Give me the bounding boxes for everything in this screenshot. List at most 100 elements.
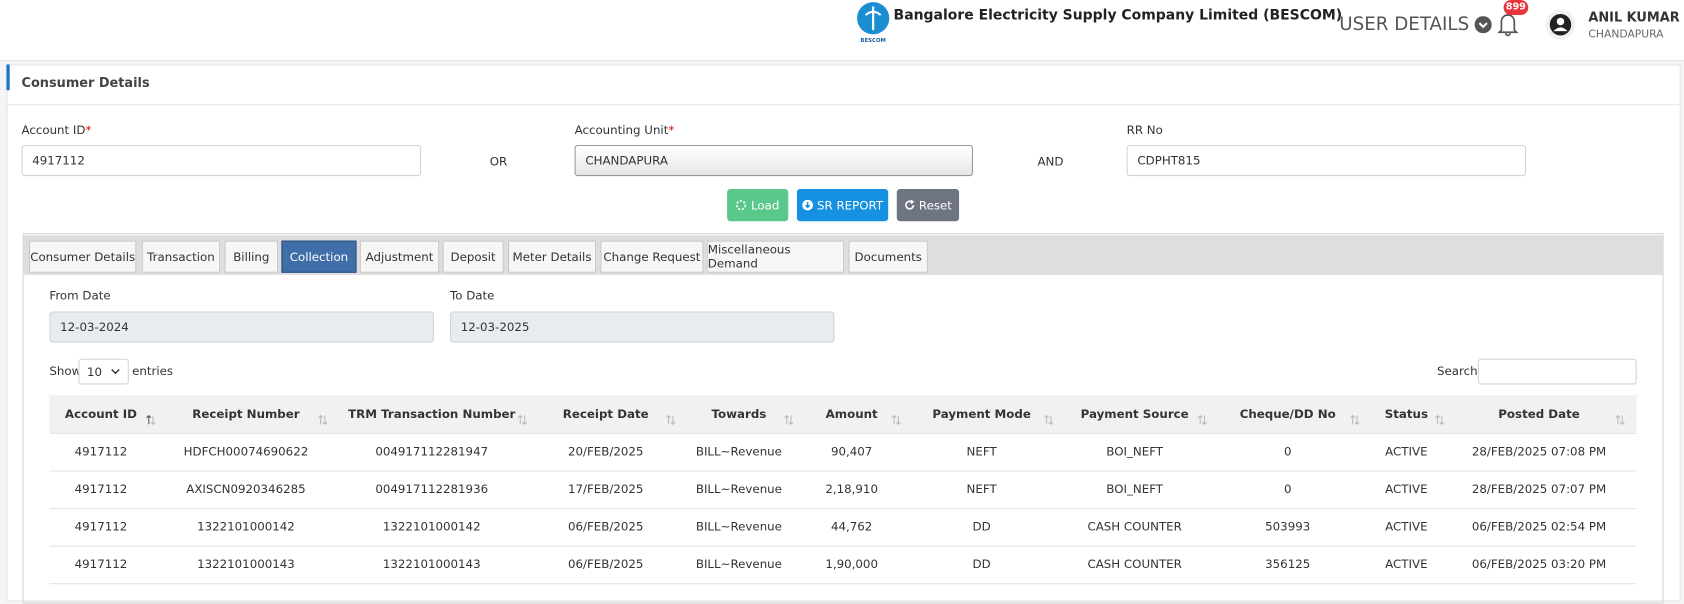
sort-icon[interactable] xyxy=(891,409,901,429)
user-details-menu[interactable]: USER DETAILS xyxy=(1339,14,1492,35)
load-button[interactable]: Load xyxy=(727,189,789,222)
table-cell: BILL~Revenue xyxy=(695,444,782,459)
row-divider xyxy=(49,583,1637,585)
tab[interactable]: Billing xyxy=(224,240,279,273)
column-header[interactable]: Cheque/DD No xyxy=(1239,407,1336,422)
accounting-unit-select[interactable]: CHANDAPURA xyxy=(574,144,974,177)
button-text: Reset xyxy=(918,198,952,213)
table-cell: 06/FEB/2025 02:54 PM xyxy=(1471,519,1607,534)
table-cell: 06/FEB/2025 xyxy=(568,557,644,572)
column-header[interactable]: TRM Transaction Number xyxy=(348,407,516,422)
account-id-input[interactable]: 4917112 xyxy=(21,144,422,177)
table-cell: 1,90,000 xyxy=(825,557,878,572)
sort-icon[interactable] xyxy=(1350,409,1360,429)
table-cell: 0 xyxy=(1283,482,1292,497)
table-cell: AXISCN0920346285 xyxy=(186,482,306,497)
table-cell: 90,407 xyxy=(830,444,873,459)
rr-no-input[interactable]: CDPHT815 xyxy=(1126,144,1527,177)
sort-icon[interactable] xyxy=(1044,409,1054,429)
input-value: CHANDAPURA xyxy=(585,153,668,168)
sort-icon[interactable] xyxy=(1197,409,1207,429)
table-cell: 004917112281936 xyxy=(375,482,489,497)
table-cell: CASH COUNTER xyxy=(1087,519,1182,534)
sort-icon[interactable] xyxy=(318,409,328,429)
table-header xyxy=(49,395,1637,433)
table-cell: 0 xyxy=(1283,444,1292,459)
column-header[interactable]: Posted Date xyxy=(1498,407,1580,422)
table-cell: 1322101000143 xyxy=(382,557,481,572)
table-cell: ACTIVE xyxy=(1385,519,1428,534)
column-header[interactable]: Receipt Number xyxy=(192,407,300,422)
column-header[interactable]: Status xyxy=(1384,407,1428,422)
sort-icon[interactable] xyxy=(517,409,528,429)
bell-icon[interactable] xyxy=(1496,11,1520,37)
top-bar xyxy=(0,0,1684,62)
or-label: OR xyxy=(489,154,508,169)
table-cell: NEFT xyxy=(966,482,997,497)
chevron xyxy=(1474,16,1492,34)
tab[interactable]: Transaction xyxy=(141,240,221,273)
refresh-icon xyxy=(904,199,914,210)
tab[interactable]: Adjustment xyxy=(359,240,440,273)
search-input[interactable] xyxy=(1477,358,1637,385)
row-divider xyxy=(49,545,1637,547)
page-size-select[interactable]: 10 xyxy=(78,358,129,385)
row-divider xyxy=(49,470,1637,472)
tab[interactable]: Meter Details xyxy=(507,240,597,273)
logo: BESCOM xyxy=(857,2,890,44)
notification-badge: 899 xyxy=(1503,0,1529,16)
column-header[interactable]: Towards xyxy=(711,407,767,422)
column-header[interactable]: Payment Mode xyxy=(932,407,1031,422)
label-text: Accounting Unit xyxy=(574,123,669,138)
sort-icon[interactable] xyxy=(1615,409,1625,429)
table-cell: 1322101000142 xyxy=(382,519,481,534)
avatar[interactable] xyxy=(1544,9,1576,41)
table-cell: ACTIVE xyxy=(1385,482,1428,497)
user-name: ANIL KUMAR xyxy=(1588,9,1680,25)
search-label: Search: xyxy=(1436,364,1482,379)
column-header[interactable]: Payment Source xyxy=(1080,407,1189,422)
column-header[interactable]: Receipt Date xyxy=(562,407,649,422)
tab[interactable]: Deposit xyxy=(442,240,504,273)
required-mark: * xyxy=(85,123,92,138)
table-cell: 4917112 xyxy=(74,444,128,459)
table-cell: BILL~Revenue xyxy=(695,557,782,572)
field-label: RR No xyxy=(1126,123,1163,138)
button-text: SR REPORT xyxy=(816,198,884,213)
input-value: CDPHT815 xyxy=(1137,153,1201,168)
table-cell: 356125 xyxy=(1265,557,1311,572)
download-icon xyxy=(801,199,813,211)
table-cell: BILL~Revenue xyxy=(695,519,782,534)
company-name: Bangalore Electricity Supply Company Lim… xyxy=(893,7,1343,24)
sort-icon[interactable] xyxy=(146,409,156,429)
spinner-icon xyxy=(736,200,747,211)
column-header[interactable]: Amount xyxy=(825,407,878,422)
table-cell: 28/FEB/2025 07:08 PM xyxy=(1471,444,1607,459)
sort-icon[interactable] xyxy=(1434,409,1445,429)
sr-report-button[interactable]: SR REPORT xyxy=(796,189,889,222)
button-text: Load xyxy=(751,198,780,213)
required-mark: * xyxy=(668,123,675,138)
reset-button[interactable]: Reset xyxy=(896,189,960,222)
to-date-input[interactable]: 12-03-2025 xyxy=(449,311,835,343)
table-cell: 2,18,910 xyxy=(825,482,878,497)
table-cell: 503993 xyxy=(1265,519,1311,534)
field-label: Accounting Unit* xyxy=(575,124,675,138)
input-value: 12-03-2025 xyxy=(460,320,530,335)
sort-icon[interactable] xyxy=(666,409,676,429)
sort-icon[interactable] xyxy=(784,409,794,429)
from-date-input[interactable]: 12-03-2024 xyxy=(49,311,434,343)
logo-text: BESCOM xyxy=(860,38,885,44)
tab[interactable]: Change Request xyxy=(600,240,704,273)
table-cell: DD xyxy=(972,519,991,534)
tab[interactable]: Miscellaneous Demand xyxy=(706,240,845,273)
tab[interactable]: Consumer Details xyxy=(28,240,137,273)
tab[interactable]: Documents xyxy=(848,240,928,273)
show-label: Show xyxy=(49,364,82,379)
input-value: 4917112 xyxy=(32,153,85,168)
tab[interactable]: Collection xyxy=(281,240,357,273)
column-header[interactable]: Account ID xyxy=(64,407,137,422)
table-cell: 1322101000142 xyxy=(197,519,295,534)
table-cell: 28/FEB/2025 07:07 PM xyxy=(1471,482,1607,497)
